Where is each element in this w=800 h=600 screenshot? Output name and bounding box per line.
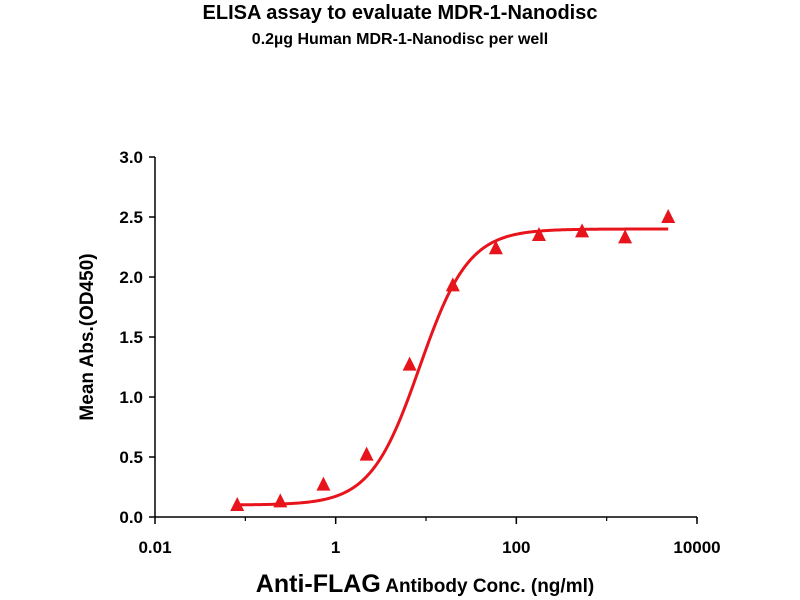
y-tick-label: 2.5	[119, 208, 143, 227]
data-point	[661, 209, 676, 223]
data-point	[575, 223, 590, 238]
data-point	[402, 356, 417, 371]
data-point	[230, 497, 245, 511]
fit-curve-layer	[237, 227, 669, 507]
data-point	[618, 229, 633, 244]
data-point	[316, 476, 331, 491]
x-axis-label-unit: Antibody Conc. (ng/ml)	[385, 576, 594, 597]
y-axis-label: Mean Abs.(OD450)	[77, 253, 98, 420]
data-point	[531, 227, 546, 241]
x-axis-label-main: Anti-FLAG	[256, 570, 381, 598]
data-point	[273, 493, 288, 508]
y-tick-label: 1.0	[119, 388, 143, 407]
data-point	[488, 240, 503, 255]
x-tick-label: 0.01	[138, 538, 171, 557]
y-tick-label: 0.0	[119, 508, 143, 527]
x-tick-label: 100	[502, 538, 530, 557]
y-tick-label: 1.5	[119, 328, 143, 347]
fit-curve	[237, 227, 669, 507]
data-point	[359, 446, 374, 461]
chart-subtitle: 0.2µg Human MDR-1-Nanodisc per well	[251, 31, 549, 48]
axes: 0.0 0.5 1.0 1.5 2.0 2.5 3.0 0.01 1 100 10000	[119, 148, 720, 557]
chart-title: ELISA assay to evaluate MDR-1-Nanodisc	[202, 2, 598, 24]
y-tick-label: 3.0	[119, 148, 143, 167]
y-tick-label: 0.5	[119, 448, 143, 467]
y-tick-label: 2.0	[119, 268, 143, 287]
data-points-layer	[230, 209, 676, 511]
x-tick-label: 1	[331, 538, 340, 557]
data-point	[445, 277, 460, 292]
x-tick-label: 10000	[673, 538, 720, 557]
x-axis-label: Anti-FLAG Antibody Conc. (ng/ml)	[256, 570, 594, 598]
